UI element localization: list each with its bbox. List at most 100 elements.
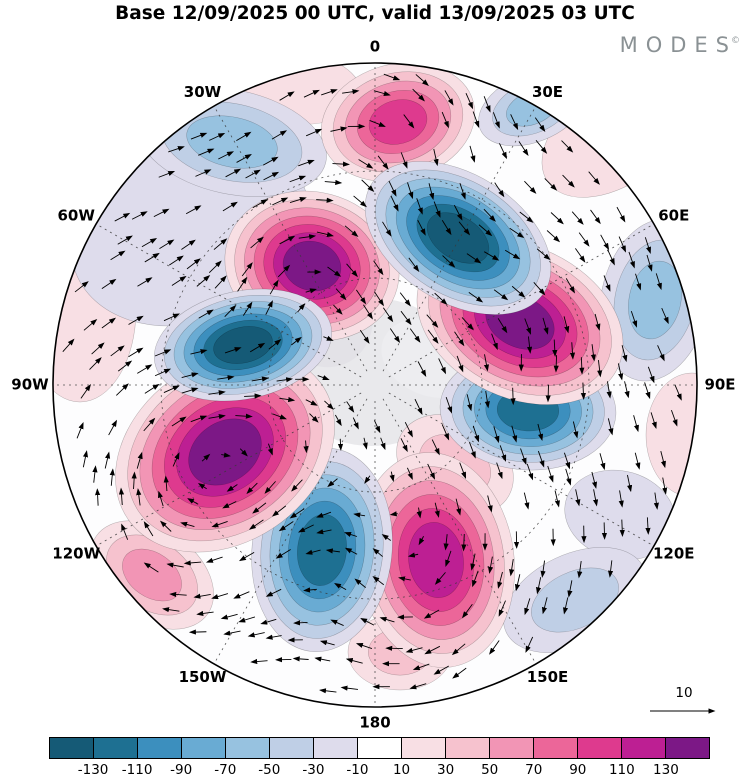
wind-arrow bbox=[201, 453, 211, 462]
colorbar-cell bbox=[94, 738, 138, 758]
wind-arrow bbox=[417, 219, 426, 236]
wind-arrow bbox=[400, 152, 408, 169]
wind-arrow bbox=[325, 548, 340, 554]
wind-arrow bbox=[483, 208, 496, 222]
wind-arrow bbox=[509, 227, 525, 238]
wind-arrow bbox=[187, 498, 199, 505]
wind-arrow bbox=[144, 252, 160, 263]
wind-arrow bbox=[211, 593, 229, 600]
wind-arrow bbox=[218, 151, 235, 160]
wind-arrow bbox=[565, 278, 576, 294]
meridian-line bbox=[388, 392, 653, 546]
wind-arrow bbox=[571, 211, 584, 225]
wind-arrow bbox=[661, 307, 669, 325]
wind-arrow bbox=[511, 285, 526, 298]
wind-arrow bbox=[168, 146, 185, 153]
wind-arrow bbox=[621, 345, 628, 363]
wind-arrow bbox=[180, 521, 195, 528]
wind-arrow bbox=[181, 387, 199, 394]
wind-arrow bbox=[293, 620, 308, 626]
wind-arrow bbox=[416, 198, 423, 215]
wind-arrow bbox=[647, 366, 655, 384]
wind-arrow bbox=[359, 329, 370, 344]
wind-arrow bbox=[188, 629, 207, 635]
wind-arrow bbox=[469, 145, 476, 163]
wind-arrow bbox=[324, 400, 334, 410]
colorbar-cell bbox=[534, 738, 578, 758]
wind-arrow bbox=[588, 171, 600, 185]
wind-arrow bbox=[544, 178, 558, 191]
wind-arrow bbox=[277, 264, 291, 278]
wind-arrow bbox=[575, 248, 586, 263]
wind-arrow bbox=[607, 560, 614, 578]
wind-arrow bbox=[154, 368, 172, 377]
colorbar-tick-label: 50 bbox=[481, 762, 499, 778]
wind-arrow bbox=[235, 413, 253, 419]
wind-arrow bbox=[249, 342, 266, 353]
wind-arrow bbox=[400, 438, 408, 453]
wind-arrow bbox=[186, 258, 201, 270]
wind-arrow bbox=[510, 387, 516, 406]
colorbar-cell bbox=[666, 738, 709, 758]
wind-arrow bbox=[400, 310, 412, 326]
wind-arrow bbox=[355, 289, 367, 305]
wind-arrow bbox=[82, 450, 89, 468]
wind-arrow bbox=[355, 642, 373, 649]
wind-arrow bbox=[342, 89, 360, 95]
wind-arrow bbox=[541, 597, 548, 615]
wind-arrow bbox=[563, 452, 571, 470]
wind-arrow bbox=[483, 96, 491, 113]
wind-arrow bbox=[236, 131, 252, 142]
wind-arrow bbox=[455, 498, 462, 516]
wind-arrow bbox=[354, 578, 366, 588]
wind-arrow bbox=[645, 517, 651, 535]
wind-arrow bbox=[484, 391, 490, 409]
wind-arrow bbox=[233, 591, 250, 599]
wind-arrow bbox=[561, 140, 574, 153]
wind-arrow bbox=[363, 304, 373, 320]
wind-arrow bbox=[472, 111, 480, 128]
wind-arrow bbox=[524, 318, 531, 335]
longitude-label: 90E bbox=[704, 376, 735, 394]
wind-arrow bbox=[217, 375, 235, 381]
wind-arrow bbox=[537, 423, 544, 441]
colorbar-cell bbox=[446, 738, 490, 758]
wind-arrow bbox=[143, 562, 159, 573]
longitude-label: 90W bbox=[11, 376, 49, 394]
wind-arrow bbox=[332, 161, 350, 167]
wind-arrow bbox=[452, 667, 467, 679]
wind-arrow bbox=[414, 398, 423, 415]
wind-arrow bbox=[143, 521, 154, 537]
field-layer bbox=[53, 63, 697, 707]
wind-arrow bbox=[316, 231, 334, 237]
wind-arrow bbox=[478, 224, 493, 237]
longitude-label: 150E bbox=[527, 668, 569, 686]
wind-arrow bbox=[373, 291, 385, 307]
wind-arrow bbox=[569, 342, 576, 360]
wind-arrow bbox=[297, 303, 306, 313]
wind-arrow bbox=[372, 548, 383, 557]
wind-arrow bbox=[650, 412, 657, 430]
wind-arrow bbox=[373, 90, 391, 97]
wind-arrow bbox=[466, 394, 473, 412]
wind-arrow bbox=[265, 588, 282, 597]
wind-arrow bbox=[62, 338, 75, 352]
longitude-label: 0 bbox=[370, 38, 380, 56]
wind-arrow bbox=[104, 451, 111, 469]
wind-arrow bbox=[655, 273, 662, 291]
wind-arrow bbox=[499, 143, 507, 160]
wind-arrow bbox=[265, 634, 282, 640]
wind-arrow bbox=[405, 647, 423, 653]
colorbar-tick-label: 30 bbox=[437, 762, 455, 778]
wind-arrow bbox=[291, 336, 302, 346]
wind-arrow bbox=[141, 238, 158, 248]
wind-arrow bbox=[361, 179, 375, 192]
wind-arrow bbox=[380, 437, 386, 451]
wind-arrow bbox=[383, 73, 401, 81]
wind-arrow bbox=[163, 385, 180, 394]
wind-arrow bbox=[305, 128, 323, 137]
anomaly-contour bbox=[426, 212, 490, 264]
wind-arrow bbox=[597, 359, 603, 378]
wind-arrow bbox=[324, 179, 343, 186]
wind-arrow bbox=[83, 318, 98, 331]
